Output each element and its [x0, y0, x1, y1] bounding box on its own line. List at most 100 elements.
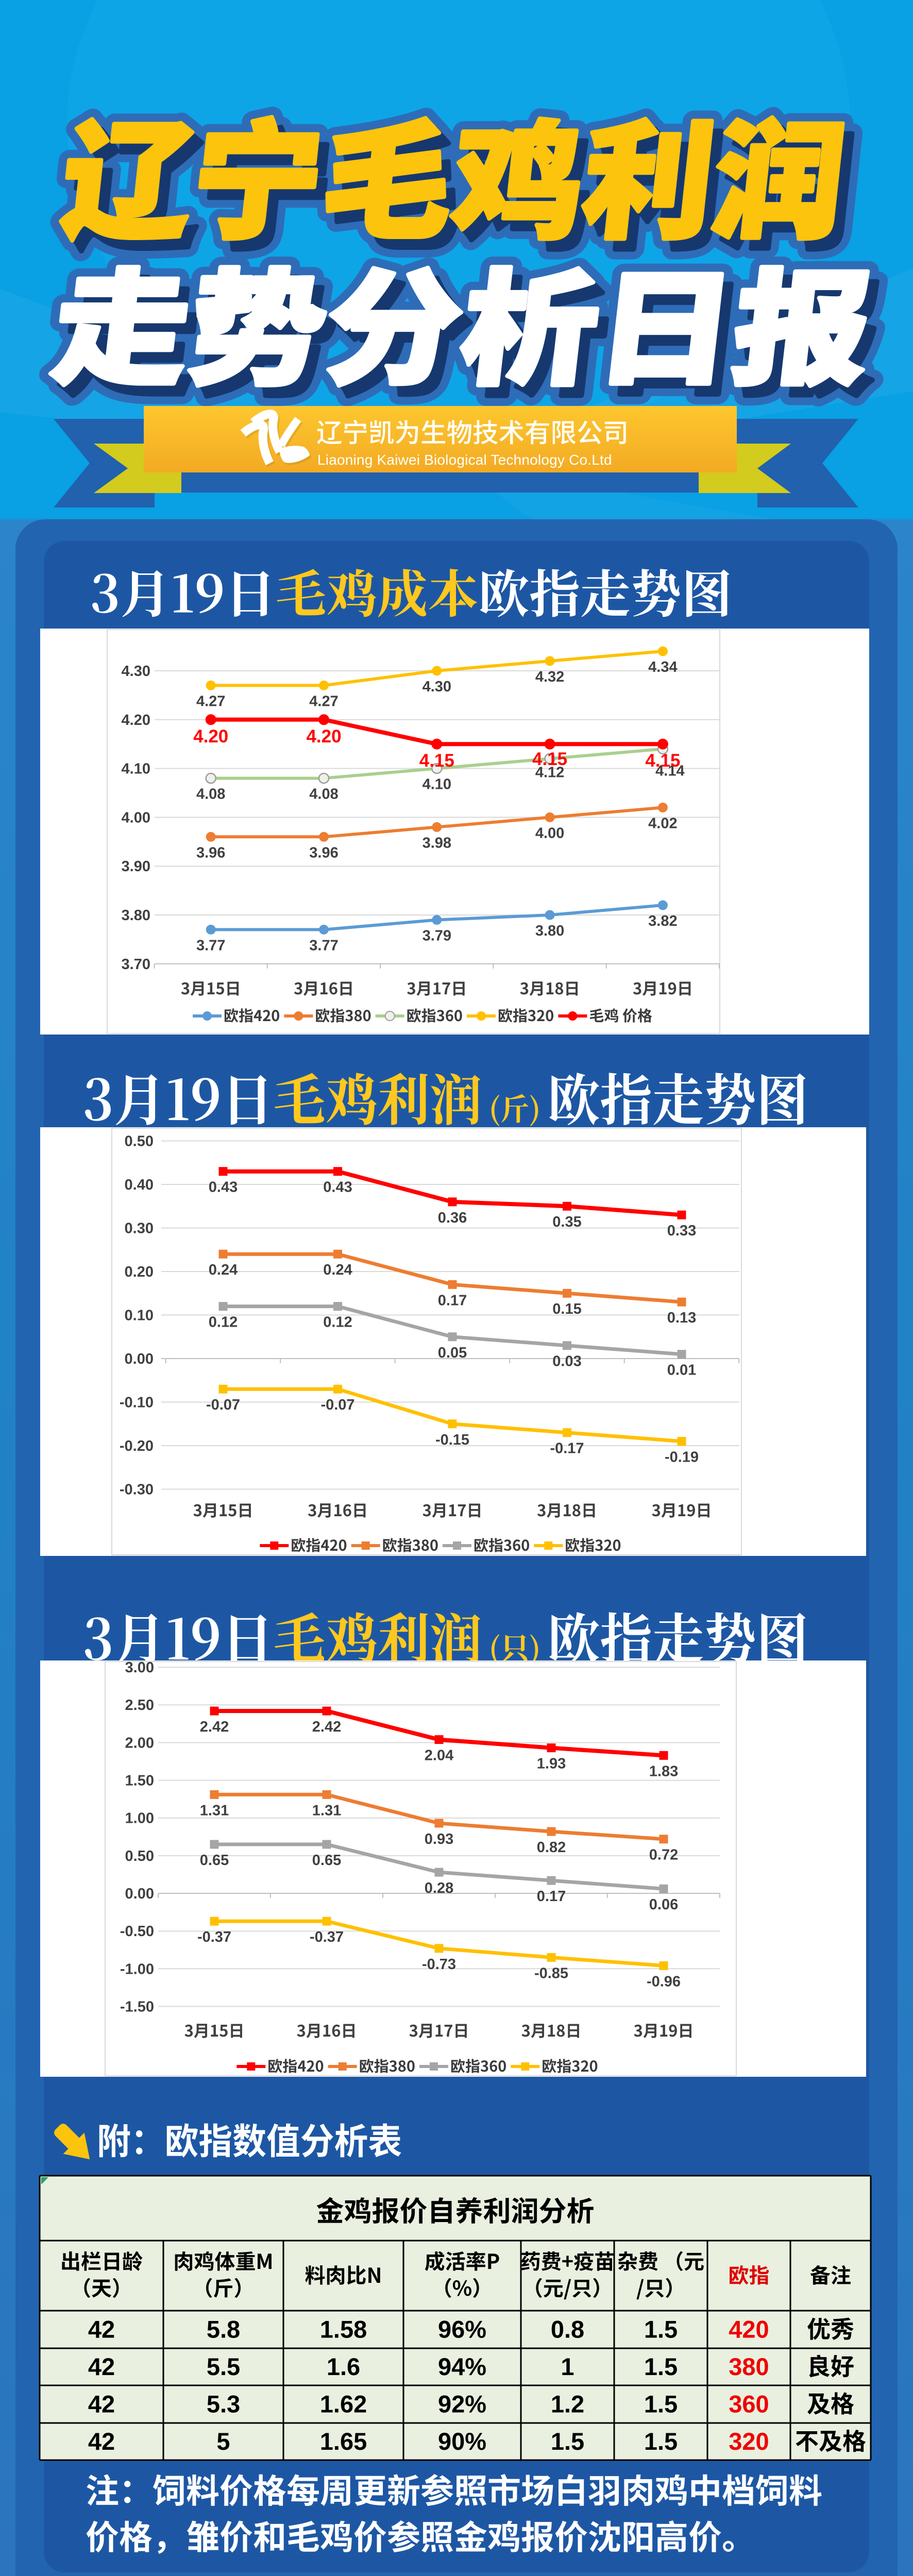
svg-text:2.42: 2.42: [312, 1719, 341, 1735]
svg-text:3.80: 3.80: [535, 923, 564, 939]
svg-text:1.62: 1.62: [320, 2391, 367, 2418]
svg-text:0.35: 0.35: [552, 1214, 581, 1230]
svg-text:42: 42: [88, 2316, 115, 2343]
svg-text:Liaoning Kaiwei Biological Tec: Liaoning Kaiwei Biological Technology Co…: [317, 452, 612, 468]
svg-text:3.90: 3.90: [122, 858, 150, 875]
svg-text:0.40: 0.40: [125, 1177, 154, 1193]
svg-text:0.36: 0.36: [438, 1210, 467, 1226]
svg-text:4.20: 4.20: [306, 726, 341, 747]
svg-text:0.8: 0.8: [551, 2316, 584, 2343]
svg-text:-0.30: -0.30: [120, 1482, 154, 1498]
svg-text:1.31: 1.31: [200, 1802, 229, 1819]
svg-text:0.17: 0.17: [537, 1888, 566, 1905]
svg-text:420: 420: [729, 2316, 769, 2343]
svg-text:1.83: 1.83: [649, 1763, 678, 1780]
svg-text:0.65: 0.65: [200, 1852, 229, 1869]
svg-text:4.10: 4.10: [422, 776, 451, 793]
svg-text:320: 320: [729, 2428, 769, 2455]
svg-text:0.01: 0.01: [667, 1362, 696, 1379]
svg-text:1.93: 1.93: [537, 1756, 566, 1772]
svg-text:3.70: 3.70: [122, 956, 150, 973]
svg-text:3.98: 3.98: [422, 835, 451, 851]
svg-text:5: 5: [216, 2428, 230, 2455]
svg-text:4.30: 4.30: [422, 679, 451, 695]
svg-text:4.30: 4.30: [122, 663, 150, 680]
svg-text:3.79: 3.79: [422, 928, 451, 944]
svg-text:4.10: 4.10: [122, 761, 150, 777]
svg-text:3.80: 3.80: [122, 907, 150, 924]
svg-text:2.04: 2.04: [425, 1748, 453, 1764]
svg-text:4.32: 4.32: [535, 669, 564, 685]
svg-text:4.20: 4.20: [122, 712, 150, 728]
svg-text:-0.07: -0.07: [320, 1397, 354, 1413]
svg-text:-0.73: -0.73: [422, 1956, 456, 1973]
svg-text:-0.37: -0.37: [197, 1929, 231, 1945]
svg-text:3.00: 3.00: [125, 1659, 154, 1676]
svg-text:0.72: 0.72: [649, 1847, 678, 1863]
svg-text:4.02: 4.02: [648, 815, 677, 832]
svg-text:1.65: 1.65: [320, 2428, 367, 2455]
svg-text:4.00: 4.00: [535, 825, 564, 841]
svg-text:4.14: 4.14: [655, 763, 684, 779]
svg-text:1.5: 1.5: [644, 2391, 678, 2418]
svg-text:90%: 90%: [438, 2428, 486, 2455]
svg-text:92%: 92%: [438, 2391, 486, 2418]
svg-text:94%: 94%: [438, 2353, 486, 2380]
svg-text:-0.96: -0.96: [647, 1973, 681, 1990]
svg-text:42: 42: [88, 2428, 115, 2455]
svg-text:1.50: 1.50: [125, 1773, 154, 1789]
svg-text:0.93: 0.93: [425, 1831, 453, 1848]
svg-text:0.00: 0.00: [125, 1886, 154, 1902]
svg-text:0.33: 0.33: [667, 1223, 696, 1239]
svg-text:0.50: 0.50: [125, 1133, 154, 1150]
svg-text:-0.85: -0.85: [534, 1965, 568, 1981]
svg-text:3.82: 3.82: [648, 913, 677, 929]
svg-text:-0.37: -0.37: [310, 1929, 344, 1945]
svg-text:96%: 96%: [438, 2316, 486, 2343]
svg-text:3.77: 3.77: [196, 937, 225, 954]
svg-text:1.2: 1.2: [551, 2391, 584, 2418]
svg-text:-0.10: -0.10: [120, 1395, 154, 1411]
svg-text:4.15: 4.15: [419, 751, 454, 771]
svg-text:5.5: 5.5: [207, 2353, 240, 2380]
svg-text:2.00: 2.00: [125, 1735, 154, 1751]
svg-text:4.15: 4.15: [532, 749, 567, 769]
svg-text:4.34: 4.34: [648, 659, 677, 675]
svg-text:-1.00: -1.00: [120, 1961, 154, 1977]
svg-text:3.77: 3.77: [309, 937, 338, 954]
svg-text:0.13: 0.13: [667, 1310, 696, 1326]
svg-text:4.27: 4.27: [196, 693, 225, 709]
svg-text:0.00: 0.00: [125, 1351, 154, 1367]
svg-text:-1.50: -1.50: [120, 1998, 154, 2015]
svg-text:360: 360: [729, 2391, 769, 2418]
svg-text:1.31: 1.31: [312, 1802, 341, 1819]
svg-text:4.00: 4.00: [122, 809, 150, 826]
svg-text:0.28: 0.28: [425, 1880, 453, 1896]
svg-text:1.6: 1.6: [327, 2353, 360, 2380]
svg-text:5.3: 5.3: [207, 2391, 240, 2418]
svg-text:1.5: 1.5: [551, 2428, 584, 2455]
svg-text:0.82: 0.82: [537, 1839, 566, 1856]
svg-text:4.08: 4.08: [196, 786, 225, 803]
svg-text:-0.20: -0.20: [120, 1438, 154, 1454]
svg-text:0.05: 0.05: [438, 1345, 467, 1361]
svg-text:5.8: 5.8: [207, 2316, 240, 2343]
svg-text:-0.07: -0.07: [206, 1397, 240, 1413]
svg-text:4.12: 4.12: [535, 765, 564, 781]
svg-text:42: 42: [88, 2353, 115, 2380]
svg-text:3.96: 3.96: [309, 844, 338, 861]
svg-text:3.96: 3.96: [196, 844, 225, 861]
svg-text:0.43: 0.43: [209, 1179, 238, 1196]
svg-text:-0.50: -0.50: [120, 1923, 154, 1940]
svg-text:0.20: 0.20: [125, 1264, 154, 1280]
svg-text:4.15: 4.15: [645, 751, 680, 771]
svg-text:0.12: 0.12: [209, 1314, 238, 1331]
svg-text:380: 380: [729, 2353, 769, 2380]
svg-text:1: 1: [561, 2353, 574, 2380]
svg-text:4.08: 4.08: [309, 786, 338, 803]
svg-text:4.27: 4.27: [309, 693, 338, 709]
svg-text:0.17: 0.17: [438, 1292, 467, 1309]
svg-text:42: 42: [88, 2391, 115, 2418]
svg-text:0.24: 0.24: [323, 1262, 352, 1278]
svg-text:0.15: 0.15: [552, 1301, 581, 1317]
